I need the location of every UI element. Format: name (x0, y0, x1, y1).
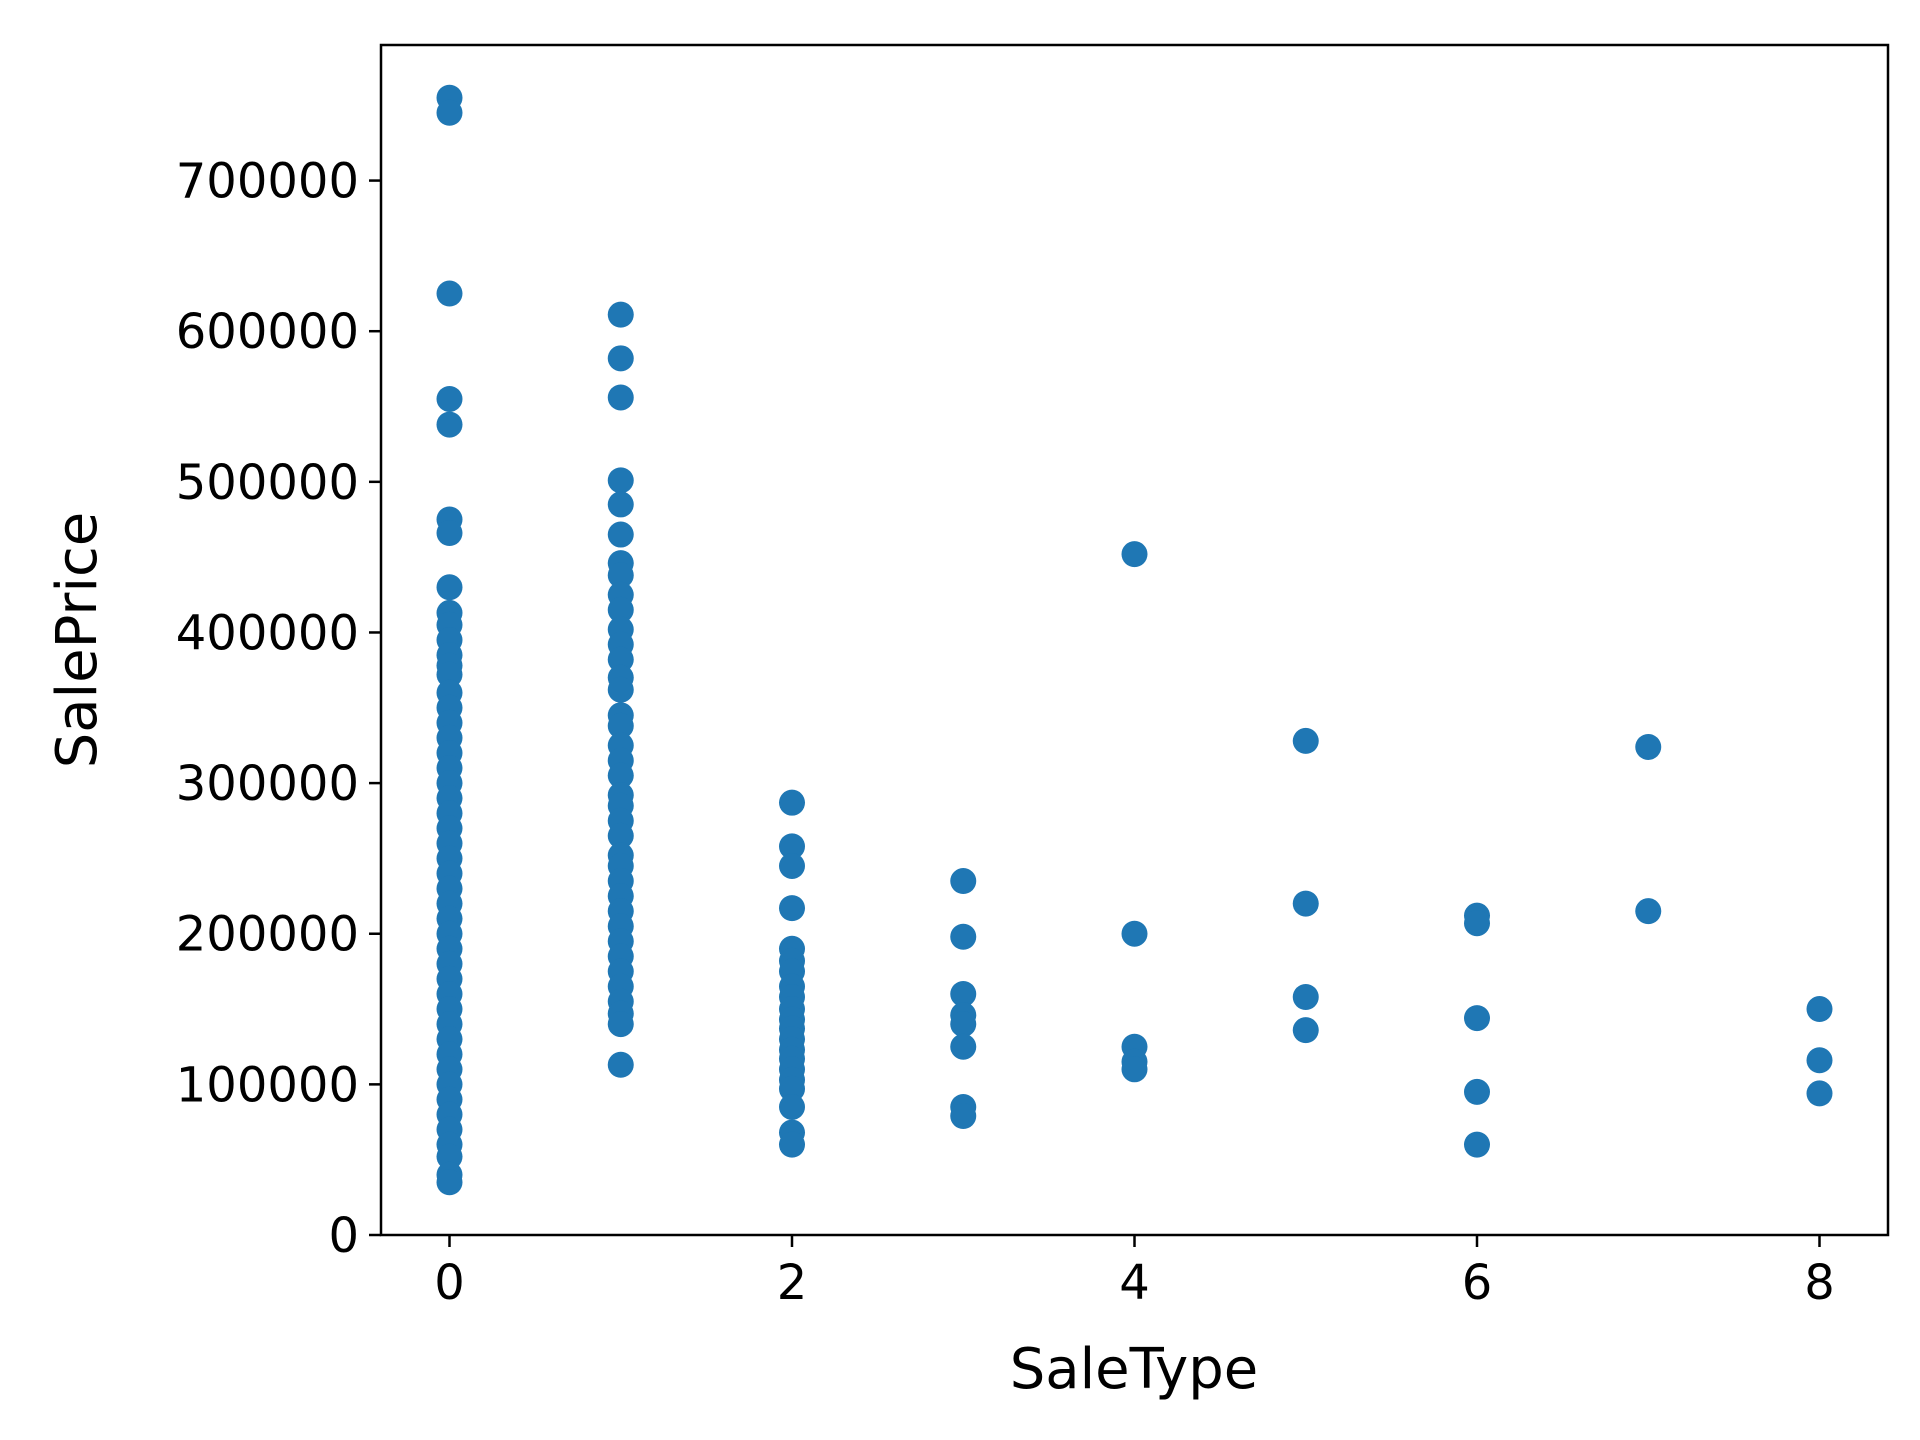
data-point (436, 280, 463, 307)
y-tick-label: 0 (328, 1208, 359, 1264)
data-point (1635, 898, 1662, 925)
data-point (607, 384, 634, 411)
data-point (607, 646, 634, 673)
data-point (1292, 984, 1319, 1010)
data-point (950, 923, 977, 950)
y-axis-label: SalePrice (45, 512, 110, 768)
data-point (779, 1093, 805, 1120)
data-point (779, 789, 805, 816)
data-point (1121, 920, 1148, 947)
data-point (1464, 1078, 1490, 1105)
x-tick-label: 6 (1462, 1255, 1493, 1311)
data-point (1292, 890, 1319, 917)
data-points (436, 84, 1833, 1196)
x-axis-label: SaleType (1010, 1337, 1259, 1402)
data-point (1635, 733, 1662, 760)
data-point (436, 1143, 463, 1170)
data-point (607, 712, 634, 739)
y-tick-label: 200000 (176, 907, 359, 963)
data-point (436, 1169, 463, 1196)
data-point (1464, 1131, 1490, 1158)
data-point (1121, 541, 1148, 568)
data-point (607, 1011, 634, 1038)
data-point (1806, 1080, 1833, 1107)
data-point (607, 676, 634, 703)
y-tick-label: 700000 (176, 154, 359, 210)
data-point (607, 301, 634, 328)
data-point (607, 345, 634, 372)
x-tick-label: 2 (777, 1255, 808, 1311)
data-point (950, 1103, 977, 1129)
x-tick-label: 8 (1804, 1255, 1835, 1311)
x-axis-ticks: 0 2 4 6 8 (434, 1235, 1835, 1311)
x-tick-label: 0 (434, 1255, 465, 1311)
plot-frame (379, 43, 1890, 1237)
data-point (436, 520, 463, 547)
data-point (436, 99, 463, 126)
data-point (1464, 910, 1490, 937)
data-point (950, 868, 977, 895)
data-point (950, 1011, 977, 1038)
y-tick-label: 300000 (176, 756, 359, 812)
data-point (607, 521, 634, 548)
y-tick-label: 400000 (176, 605, 359, 661)
data-point (779, 852, 805, 879)
data-point (950, 980, 977, 1007)
data-point (436, 574, 463, 601)
data-point (607, 491, 634, 518)
data-point (436, 411, 463, 438)
data-point (1292, 1017, 1319, 1044)
data-point (607, 467, 634, 494)
data-point (607, 1051, 634, 1078)
data-point (607, 762, 634, 789)
data-point (1464, 1005, 1490, 1032)
data-point (1121, 1056, 1148, 1083)
data-point (1806, 1047, 1833, 1074)
x-tick-label: 4 (1119, 1255, 1150, 1311)
data-point (779, 895, 805, 922)
data-point (607, 822, 634, 849)
data-point (436, 661, 463, 688)
data-point (779, 1075, 805, 1102)
y-tick-label: 500000 (176, 455, 359, 511)
data-point (436, 385, 463, 412)
data-point (779, 833, 805, 860)
y-tick-label: 600000 (176, 304, 359, 360)
data-point (950, 1033, 977, 1060)
data-point (779, 1131, 805, 1158)
data-point (1292, 727, 1319, 754)
data-point (1806, 996, 1833, 1023)
y-axis-ticks: 0 100000 200000 300000 400000 500000 600000 700… (176, 154, 381, 1264)
y-tick-label: 100000 (176, 1057, 359, 1113)
data-point (607, 562, 634, 589)
data-point (607, 596, 634, 623)
